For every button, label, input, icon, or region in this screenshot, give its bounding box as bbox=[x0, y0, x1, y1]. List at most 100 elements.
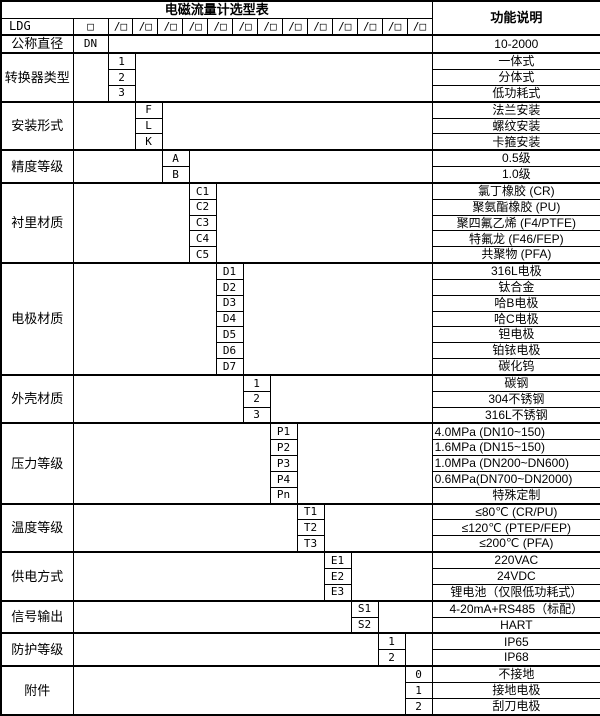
slot-box: /□ bbox=[113, 19, 128, 33]
code-cell: 3 bbox=[107, 84, 136, 103]
code-cell: T2 bbox=[296, 519, 325, 537]
model-prefix-cell: LDG bbox=[0, 18, 74, 36]
empty-cell bbox=[72, 665, 406, 716]
description-cell: 锂电池（仅限低功耗式） bbox=[431, 583, 600, 602]
empty-cell bbox=[72, 502, 298, 553]
code-cell: 3 bbox=[242, 406, 271, 424]
description-cell: 不接地 bbox=[431, 665, 600, 684]
description-cell: 0.5级 bbox=[431, 149, 600, 168]
empty-cell bbox=[161, 100, 433, 151]
function-description-header: 功能说明 bbox=[431, 0, 600, 36]
code-cell: T1 bbox=[296, 502, 325, 521]
empty-cell bbox=[72, 149, 163, 184]
description-cell: 220VAC bbox=[431, 551, 600, 569]
category-cell: 转换器类型 bbox=[0, 52, 74, 103]
slot-box: /□ bbox=[406, 19, 432, 34]
empty-cell bbox=[377, 599, 433, 634]
code-slot-row: /□/□/□/□/□/□/□/□/□/□/□/□/□ bbox=[109, 19, 432, 34]
empty-cell bbox=[72, 100, 136, 151]
category-cell: 衬里材质 bbox=[0, 181, 74, 264]
description-cell: 316L电极 bbox=[431, 262, 600, 281]
code-cell: DN bbox=[72, 33, 109, 54]
code-cell: S2 bbox=[350, 616, 379, 634]
code-cell: A bbox=[161, 149, 190, 168]
description-cell: 316L不锈钢 bbox=[431, 406, 600, 424]
description-cell: 304不锈钢 bbox=[431, 390, 600, 408]
slot-box: /□ bbox=[232, 19, 257, 34]
category-cell: 附件 bbox=[0, 665, 74, 716]
code-cell: 1 bbox=[404, 682, 433, 699]
empty-cell bbox=[72, 181, 190, 264]
description-cell: HART bbox=[431, 616, 600, 634]
empty-cell bbox=[72, 632, 379, 667]
code-cell: C2 bbox=[188, 198, 217, 216]
empty-cell bbox=[296, 422, 433, 505]
description-cell: 1.6MPa (DN15~150) bbox=[431, 439, 600, 457]
code-cell: E1 bbox=[323, 551, 352, 569]
category-cell: 压力等级 bbox=[0, 422, 74, 505]
code-cell: D3 bbox=[215, 294, 244, 312]
slot-box: /□ bbox=[257, 19, 282, 34]
slot-box: /□ bbox=[157, 19, 182, 34]
empty-cell bbox=[404, 632, 433, 667]
description-cell: 聚四氟乙烯 (F4/PTFE) bbox=[431, 214, 600, 232]
description-cell: 碳钢 bbox=[431, 373, 600, 392]
description-cell: ≤200℃ (PFA) bbox=[431, 535, 600, 553]
description-cell: 4.0MPa (DN10~150) bbox=[431, 422, 600, 441]
empty-cell bbox=[72, 373, 244, 424]
empty-cell bbox=[72, 599, 352, 634]
description-cell: ≤80℃ (CR/PU) bbox=[431, 502, 600, 521]
empty-cell bbox=[72, 52, 109, 103]
description-cell: 碳化钨 bbox=[431, 357, 600, 376]
description-cell: 氯丁橡胶 (CR) bbox=[431, 181, 600, 200]
code-cell: S1 bbox=[350, 599, 379, 618]
code-cell: P1 bbox=[269, 422, 298, 441]
slot-box: /□ bbox=[331, 19, 357, 34]
code-cell: D1 bbox=[215, 262, 244, 281]
description-cell: 24VDC bbox=[431, 567, 600, 585]
code-cell: 2 bbox=[404, 697, 433, 716]
empty-cell bbox=[72, 262, 217, 376]
empty-cell bbox=[188, 149, 433, 184]
code-cell: 1 bbox=[377, 632, 406, 651]
slot-box: /□ bbox=[182, 19, 207, 34]
description-cell: 螺纹安装 bbox=[431, 117, 600, 135]
description-cell: 分体式 bbox=[431, 69, 600, 86]
category-cell: 安装形式 bbox=[0, 100, 74, 151]
code-cell: 0 bbox=[404, 665, 433, 684]
code-cell: F bbox=[134, 100, 163, 119]
code-cell: Pn bbox=[269, 486, 298, 505]
code-cell: C1 bbox=[188, 181, 217, 200]
code-cell: 1 bbox=[242, 373, 271, 392]
first-slot-box: □ bbox=[72, 18, 109, 36]
description-cell: 低功耗式 bbox=[431, 84, 600, 103]
category-cell: 精度等级 bbox=[0, 149, 74, 184]
category-cell: 信号输出 bbox=[0, 599, 74, 634]
description-cell: 铂铱电极 bbox=[431, 342, 600, 359]
code-cell: P2 bbox=[269, 439, 298, 457]
description-cell: 法兰安装 bbox=[431, 100, 600, 119]
description-cell: ≤120℃ (PTEP/FEP) bbox=[431, 519, 600, 537]
description-cell: 钽电极 bbox=[431, 326, 600, 344]
category-cell: 外壳材质 bbox=[0, 373, 74, 424]
code-cell: C4 bbox=[188, 230, 217, 248]
description-cell: 接地电极 bbox=[431, 682, 600, 699]
description-cell: IP68 bbox=[431, 649, 600, 667]
description-cell: 4-20mA+RS485（标配） bbox=[431, 599, 600, 618]
description-cell: 哈B电极 bbox=[431, 294, 600, 312]
code-cell: 1 bbox=[107, 52, 136, 71]
empty-cell bbox=[242, 262, 433, 376]
description-cell: 特氟龙 (F46/FEP) bbox=[431, 230, 600, 248]
empty-cell bbox=[107, 33, 433, 54]
code-cell: B bbox=[161, 166, 190, 184]
category-cell: 公称直径 bbox=[0, 33, 74, 54]
description-cell: IP65 bbox=[431, 632, 600, 651]
slot-box: /□ bbox=[381, 19, 407, 34]
description-cell: 聚氨酯橡胶 (PU) bbox=[431, 198, 600, 216]
code-cell: 2 bbox=[107, 69, 136, 86]
slot-box: /□ bbox=[132, 19, 157, 34]
description-cell: 卡箍安装 bbox=[431, 133, 600, 151]
slot-box: /□ bbox=[306, 19, 332, 34]
